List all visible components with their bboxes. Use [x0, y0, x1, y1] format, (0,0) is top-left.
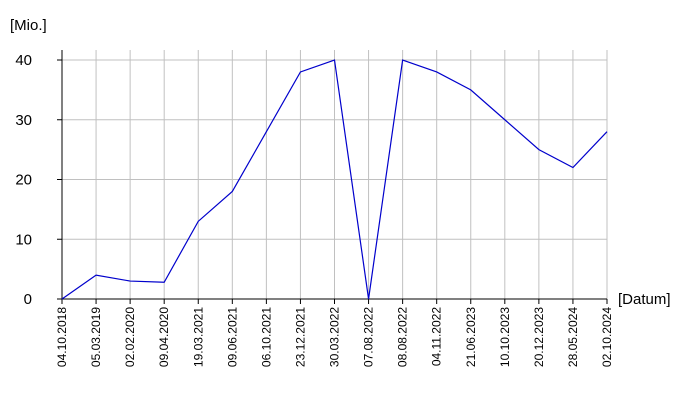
x-tick-label: 09.06.2021	[225, 307, 239, 367]
x-tick-label: 08.08.2022	[396, 307, 410, 367]
x-tick-label: 04.11.2022	[430, 307, 444, 366]
y-tick-label: 30	[15, 112, 32, 129]
x-tick-label: 02.02.2020	[123, 307, 137, 367]
x-tick-label: 21.06.2023	[464, 307, 478, 367]
line	[61, 59, 608, 300]
x-tick-label: 10.10.2023	[498, 307, 512, 367]
x-tick-label: 04.10.2018	[55, 307, 69, 367]
y-tick-label: 20	[15, 172, 32, 189]
x-tick-label: 19.03.2021	[191, 307, 205, 367]
x-tick-label: 23.12.2021	[293, 307, 307, 367]
x-tick-label: 30.03.2022	[328, 307, 342, 367]
y-axis-label: [Mio.]	[10, 17, 47, 34]
y-tick-label: 10	[15, 231, 32, 248]
y-tick-label: 40	[15, 52, 32, 69]
x-tick-label: 06.10.2021	[259, 307, 273, 367]
x-tick-label: 05.03.2019	[89, 307, 103, 367]
x-tick-label: 09.04.2020	[157, 307, 171, 367]
x-tick-label: 07.08.2022	[362, 307, 376, 367]
x-tick-label: 28.05.2024	[566, 307, 580, 367]
x-axis-label: [Datum]	[618, 291, 671, 308]
x-tick-label: 20.12.2023	[532, 307, 546, 367]
y-tick-label: 0	[24, 291, 32, 308]
x-tick-label: 02.10.2024	[600, 307, 614, 367]
